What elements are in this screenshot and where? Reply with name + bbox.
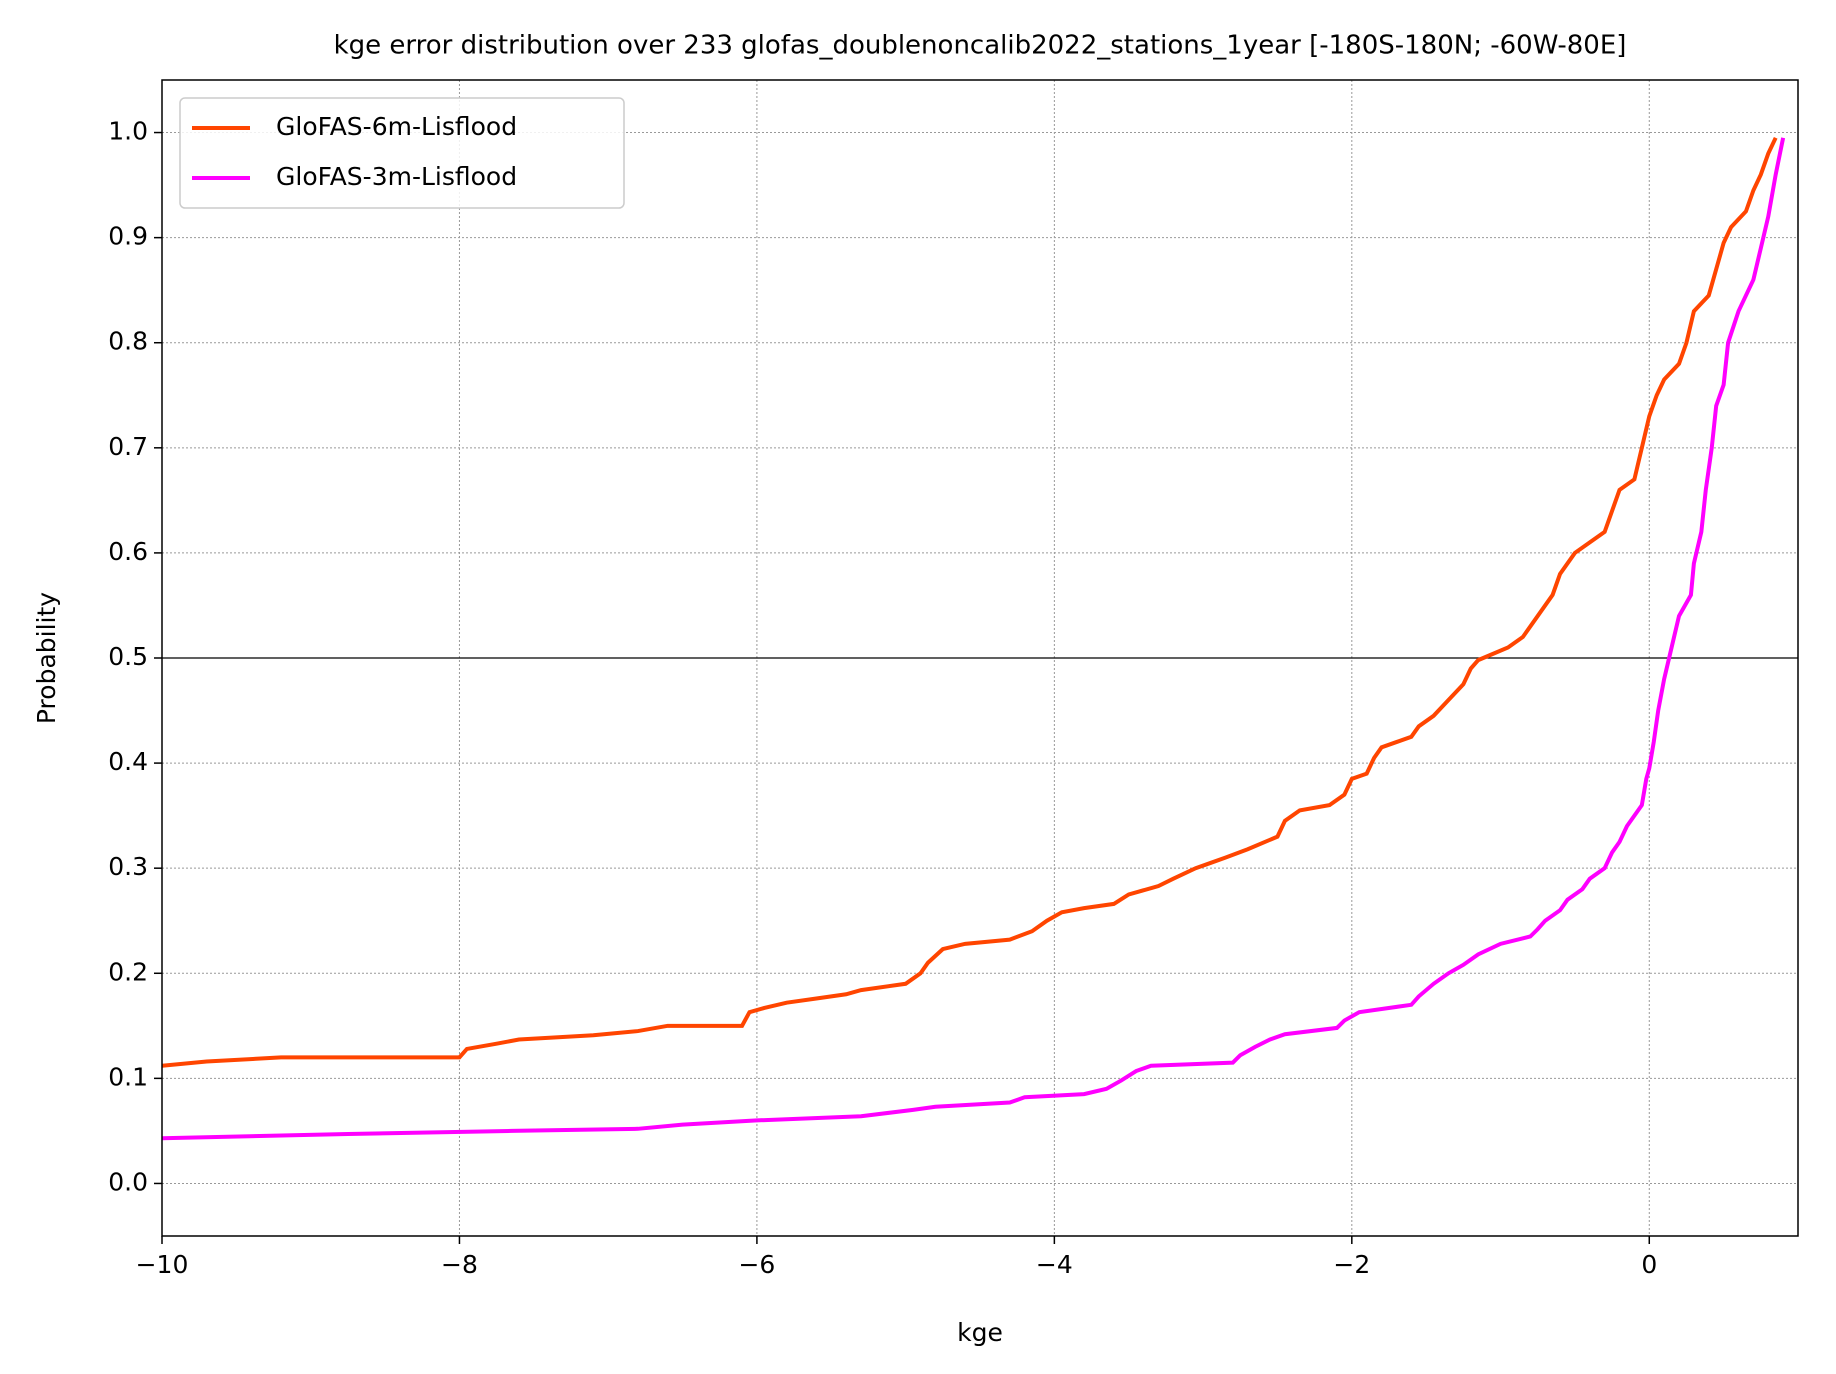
x-tick-label: 0 — [1641, 1250, 1657, 1279]
legend-label: GloFAS-3m-Lisflood — [276, 162, 517, 191]
y-tick-label: 0.3 — [108, 852, 148, 881]
y-tick-label: 0.1 — [108, 1062, 148, 1091]
plot-frame — [161, 79, 1799, 1237]
legend-box — [179, 97, 625, 209]
x-tick-label: −8 — [441, 1250, 478, 1279]
y-tick-label: 0.2 — [108, 957, 148, 986]
legend-label: GloFAS-6m-Lisflood — [276, 112, 517, 141]
x-tick-label: −6 — [738, 1250, 775, 1279]
y-tick-label: 0.5 — [108, 642, 148, 671]
y-tick-label: 0.8 — [108, 327, 148, 356]
y-tick-label: 0.4 — [108, 747, 148, 776]
x-tick-label: −4 — [1036, 1250, 1073, 1279]
y-tick-label: 0.7 — [108, 432, 148, 461]
data-line — [162, 137, 1786, 1141]
chart-title: kge error distribution over 233 glofas_d… — [334, 31, 1627, 61]
y-tick-label: 0.9 — [108, 222, 148, 251]
y-tick-label: 0.6 — [108, 537, 148, 566]
y-tick-label: 0.0 — [108, 1167, 148, 1196]
x-axis-label: kge — [957, 1318, 1003, 1347]
data-line — [162, 136, 1778, 1068]
y-tick-label: 1.0 — [108, 117, 148, 146]
x-tick-label: −2 — [1333, 1250, 1370, 1279]
x-tick-label: −10 — [136, 1250, 189, 1279]
y-axis-label: Probability — [32, 592, 61, 724]
